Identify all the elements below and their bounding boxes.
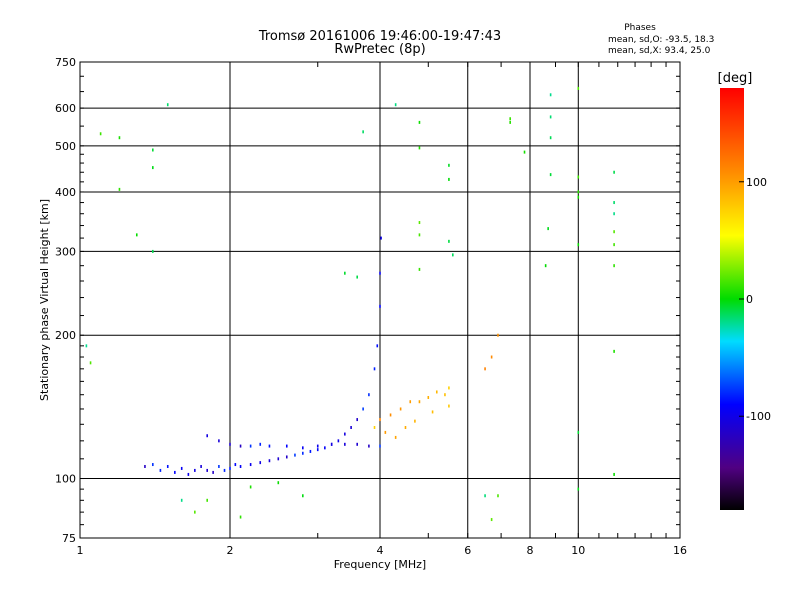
colorbar-label: [deg] xyxy=(718,71,753,86)
x-tick-label: 8 xyxy=(527,544,534,557)
x-tick-label: 10 xyxy=(571,544,585,557)
y-axis-label: Stationary phase Virtual Height [km] xyxy=(38,199,51,401)
y-tick-label: 750 xyxy=(55,56,76,69)
x-tick-label: 4 xyxy=(377,544,384,557)
colorbar-tick-label: -100 xyxy=(746,410,771,423)
y-tick-label: 300 xyxy=(55,245,76,258)
y-tick-label: 100 xyxy=(55,473,76,486)
x-tick-label: 1 xyxy=(77,544,84,557)
colorbar-tick-label: 0 xyxy=(746,293,753,306)
y-tick-label: 600 xyxy=(55,102,76,115)
grid xyxy=(80,62,680,538)
x-axis-label: Frequency [MHz] xyxy=(334,558,426,571)
x-tick-label: 2 xyxy=(227,544,234,557)
y-tick-label: 200 xyxy=(55,329,76,342)
legend-line-x: mean, sd,X: 93.4, 25.0 xyxy=(608,46,711,56)
legend-line-o: mean, sd,O: -93.5, 18.3 xyxy=(608,35,714,45)
chart-subtitle: RwPretec (8p) xyxy=(334,42,425,57)
legend-title: Phases xyxy=(624,23,656,33)
y-tick-label: 500 xyxy=(55,140,76,153)
colorbar-tick-label: 100 xyxy=(746,176,767,189)
x-tick-label: 16 xyxy=(673,544,687,557)
chart-title: Tromsø 20161006 19:46:00-19:47:43 xyxy=(258,29,501,44)
y-tick-label: 75 xyxy=(62,532,76,545)
x-tick-label: 6 xyxy=(464,544,471,557)
y-tick-label: 400 xyxy=(55,186,76,199)
axes: 1 2 4 6 8 10 16 75 100 200 300 400 500 600 750 xyxy=(55,56,687,557)
data-points xyxy=(85,86,615,522)
colorbar: -100 0 100 xyxy=(720,88,771,510)
